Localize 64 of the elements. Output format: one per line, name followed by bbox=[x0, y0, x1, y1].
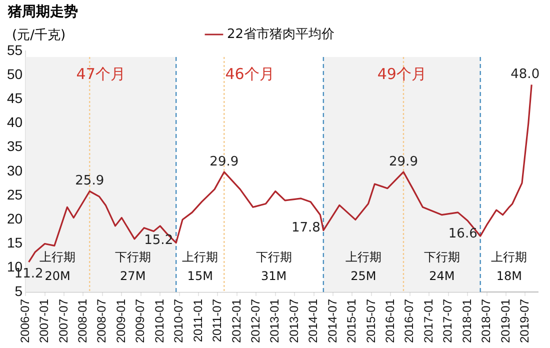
x-tick-label: 2008-07 bbox=[94, 298, 109, 344]
y-tick-label: 5 bbox=[14, 282, 23, 299]
data-label: 29.9 bbox=[389, 154, 418, 170]
y-tick-label: 25 bbox=[6, 186, 23, 202]
legend-label: 22省市猪肉平均价 bbox=[226, 26, 335, 42]
y-tick-label: 40 bbox=[6, 114, 23, 130]
x-tick-label: 2017-01 bbox=[421, 298, 436, 344]
x-tick-label: 2014-01 bbox=[306, 298, 320, 344]
x-tick-label: 2015-07 bbox=[364, 298, 378, 344]
annotation: 15M bbox=[187, 269, 213, 284]
x-tick-label: 2010-07 bbox=[172, 298, 186, 344]
x-tick-label: 2011-07 bbox=[210, 298, 224, 342]
x-tick-label: 2019-07 bbox=[518, 298, 532, 344]
band-label: 47个月 bbox=[76, 64, 126, 83]
annotation: 下行期 bbox=[114, 250, 151, 264]
x-tick-label: 2018-07 bbox=[479, 298, 494, 344]
y-tick-label: 50 bbox=[6, 66, 23, 82]
x-tick-label: 2009-01 bbox=[114, 298, 128, 344]
x-tick-label: 2013-07 bbox=[286, 298, 301, 344]
x-tick-label: 2016-01 bbox=[382, 298, 397, 344]
x-tick-label: 2008-01 bbox=[76, 298, 90, 344]
annotation: 24M bbox=[429, 269, 455, 284]
data-label: 16.6 bbox=[448, 226, 478, 242]
annotation: 20M bbox=[44, 269, 70, 284]
annotation: 上行期 bbox=[491, 250, 528, 264]
chart-title: 猪周期走势 bbox=[8, 3, 78, 21]
x-tick-label: 2011-01 bbox=[190, 298, 205, 342]
y-tick-label: 20 bbox=[6, 210, 23, 227]
y-axis-title: (元/千克) bbox=[12, 27, 66, 44]
annotation: 上行期 bbox=[345, 250, 382, 264]
band-label: 46个月 bbox=[225, 64, 274, 83]
x-tick-label: 2015-01 bbox=[344, 298, 359, 344]
x-tick-label: 2009-07 bbox=[133, 298, 148, 344]
x-tick-label: 2016-07 bbox=[402, 298, 416, 344]
x-tick-label: 2007-01 bbox=[37, 298, 52, 344]
x-tick-label: 2012-07 bbox=[248, 298, 262, 344]
band-label: 49个月 bbox=[377, 64, 426, 83]
x-tick-label: 2017-07 bbox=[440, 298, 455, 344]
annotation: 25M bbox=[350, 269, 376, 284]
y-tick-label: 15 bbox=[6, 234, 23, 251]
annotation: 31M bbox=[260, 269, 287, 284]
x-tick-label: 2006-07 bbox=[18, 298, 32, 344]
annotation: 上行期 bbox=[40, 250, 76, 264]
x-tick-label: 2018-01 bbox=[460, 298, 474, 344]
y-tick-label: 35 bbox=[6, 138, 23, 154]
annotation: 18M bbox=[496, 269, 522, 284]
annotation: 下行期 bbox=[424, 250, 460, 264]
x-tick-label: 2014-07 bbox=[325, 298, 340, 344]
data-label: 15.2 bbox=[144, 233, 174, 248]
annotation: 27M bbox=[120, 269, 146, 284]
data-label: 29.9 bbox=[210, 154, 239, 170]
x-tick-label: 2012-01 bbox=[229, 298, 244, 344]
x-tick-label: 2010-01 bbox=[152, 298, 166, 344]
data-label: 25.9 bbox=[75, 174, 104, 189]
y-tick-label: 55 bbox=[6, 42, 23, 58]
x-tick-label: 2019-01 bbox=[498, 298, 512, 344]
data-label: 17.8 bbox=[291, 220, 320, 236]
y-tick-label: 30 bbox=[6, 162, 23, 178]
data-label: 48.0 bbox=[510, 67, 540, 82]
x-tick-label: 2007-07 bbox=[56, 298, 70, 344]
annotation: 下行期 bbox=[256, 250, 292, 264]
annotation: 上行期 bbox=[182, 250, 218, 264]
y-tick-label: 45 bbox=[6, 90, 23, 106]
x-tick-label: 2013-01 bbox=[268, 298, 282, 344]
